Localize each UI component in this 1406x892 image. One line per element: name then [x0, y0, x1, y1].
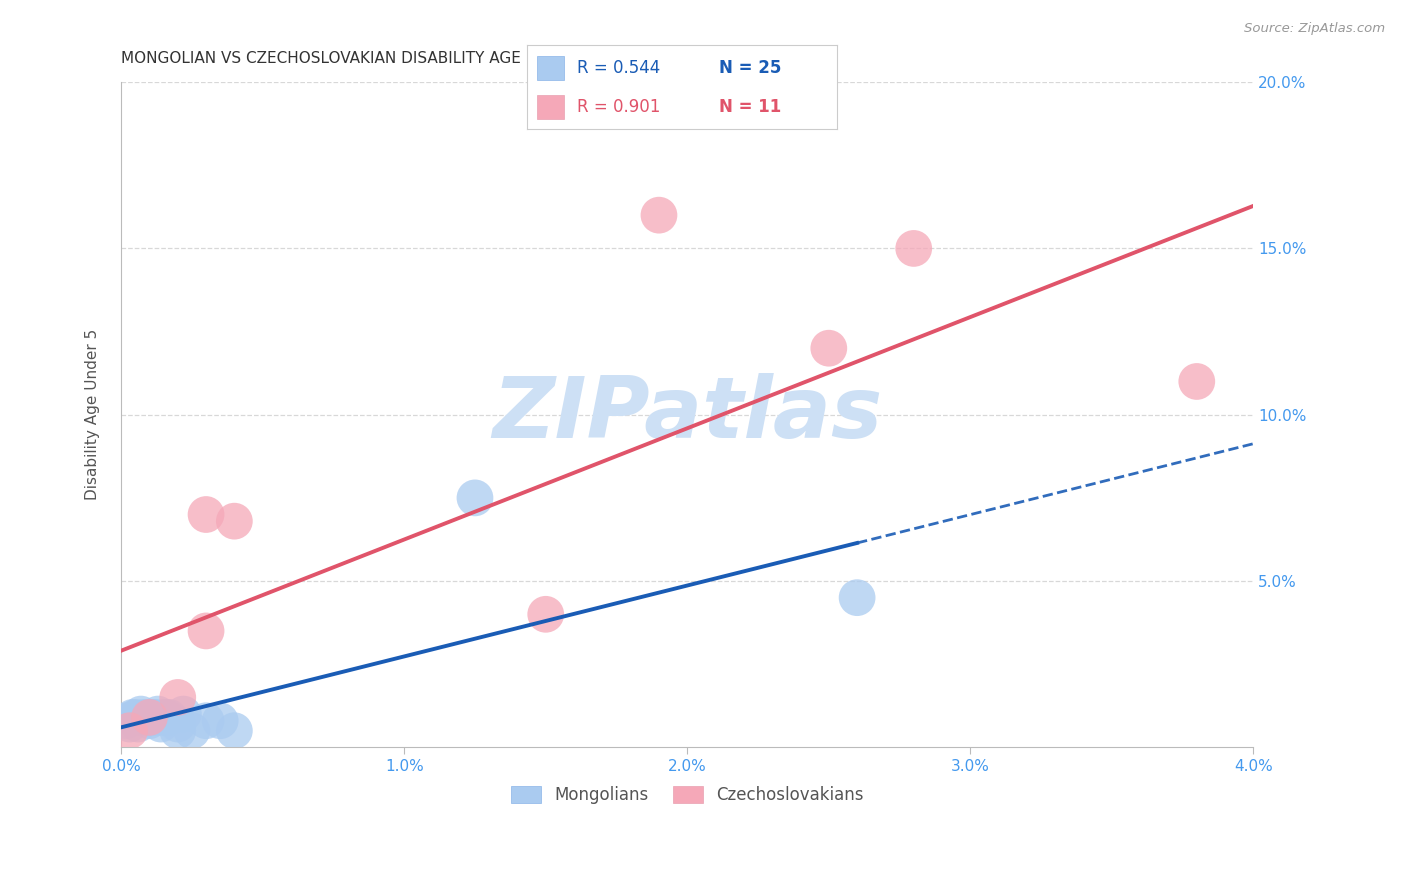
Point [138, 710, 160, 724]
Point [157, 710, 180, 724]
Point [118, 723, 141, 738]
Point [195, 624, 218, 638]
Point [146, 707, 169, 722]
Point [141, 710, 163, 724]
Text: N = 25: N = 25 [718, 60, 782, 78]
Point [195, 508, 218, 522]
Point [129, 707, 152, 722]
Point [464, 491, 486, 505]
Y-axis label: Disability Age Under 5: Disability Age Under 5 [86, 329, 100, 500]
Point [166, 723, 188, 738]
Point [115, 714, 138, 728]
Point [817, 341, 839, 355]
Point [118, 717, 141, 731]
Bar [537, 56, 564, 80]
Point [127, 717, 149, 731]
Text: Source: ZipAtlas.com: Source: ZipAtlas.com [1244, 22, 1385, 36]
Point [166, 717, 188, 731]
Point [166, 690, 188, 705]
Point [648, 208, 671, 222]
Point [180, 723, 202, 738]
Point [209, 714, 232, 728]
Point [846, 591, 869, 605]
Point [903, 242, 925, 256]
Text: MONGOLIAN VS CZECHOSLOVAKIAN DISABILITY AGE UNDER 5 CORRELATION CHART: MONGOLIAN VS CZECHOSLOVAKIAN DISABILITY … [121, 51, 765, 66]
Point [155, 710, 177, 724]
Point [138, 714, 160, 728]
Point [534, 607, 557, 622]
Text: R = 0.544: R = 0.544 [576, 60, 659, 78]
Point [121, 710, 143, 724]
Point [195, 714, 218, 728]
Point [143, 710, 166, 724]
Point [224, 723, 246, 738]
Point [132, 710, 155, 724]
Point [152, 710, 174, 724]
Bar [537, 95, 564, 120]
Legend: Mongolians, Czechoslovakians: Mongolians, Czechoslovakians [502, 777, 872, 813]
Point [172, 707, 194, 722]
Point [138, 710, 160, 724]
Point [149, 717, 172, 731]
Text: N = 11: N = 11 [718, 98, 782, 116]
Text: ZIPatlas: ZIPatlas [492, 373, 883, 456]
Point [224, 514, 246, 528]
Point [124, 710, 146, 724]
Point [1185, 375, 1208, 389]
Text: R = 0.901: R = 0.901 [576, 98, 659, 116]
